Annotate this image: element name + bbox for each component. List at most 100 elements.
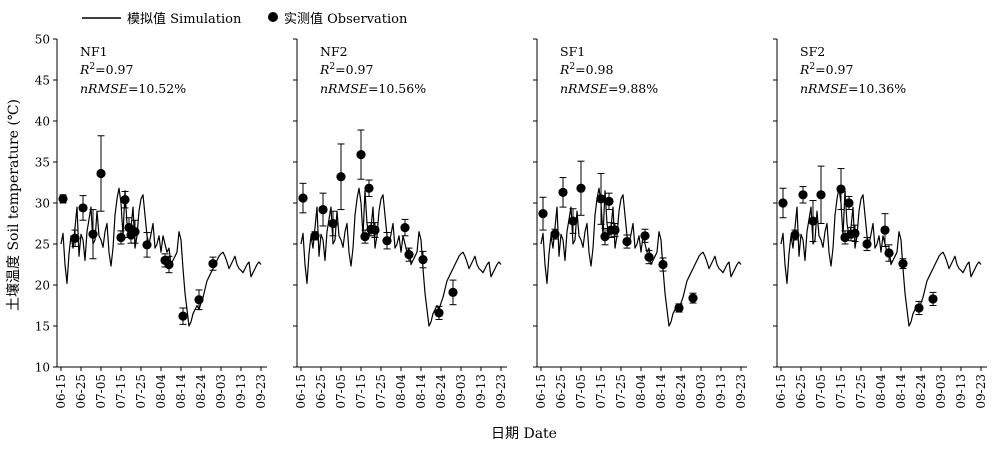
x-tick-label: 09-13 [954,374,968,409]
x-tick-label: 08-24 [194,374,208,409]
x-tick-label: 09-13 [474,374,488,409]
x-tick-label: 09-23 [494,374,508,409]
observation-point [318,204,328,215]
x-tick-label: 07-25 [134,374,148,409]
observation-point [558,187,568,197]
x-tick-label: 08-24 [434,374,448,409]
observation-point [88,229,98,239]
x-tick-label: 06-15 [54,374,68,409]
y-tick-label: 10 [35,361,50,375]
simulation-series-line [780,187,982,327]
observation-point [404,250,414,260]
x-tick-label: 08-24 [914,374,928,409]
observation-point [58,194,68,204]
observation-point [382,236,392,246]
observation-point [674,303,684,313]
panel-nf2: 06-15 06-25 07-05 07-15 07-25 08-04 08-14 08-24… [293,38,508,409]
observation-point [640,231,650,241]
simulation-series-line [300,187,502,327]
observation-point [434,308,444,318]
observation-point [70,233,80,243]
observation-point [880,225,890,235]
observation-point [78,203,88,213]
observation-point [310,231,320,241]
x-tick-label: 07-25 [854,374,868,409]
observation-point [844,198,854,208]
observation-point [850,228,860,238]
nrmse-label: nRMSE=10.52% [80,81,186,96]
panel-sf2: 06-15 06-25 07-05 07-15 07-25 08-04 08-14 08-24… [773,38,988,409]
r-squared-label: R2=0.97 [799,62,854,77]
x-tick-label: 07-05 [574,374,588,409]
x-tick-label: 08-14 [654,374,668,409]
observation-point [600,232,610,242]
x-tick-label: 07-15 [594,374,608,409]
observation-point [914,303,924,313]
observation-point [364,183,374,193]
x-tick-label: 09-03 [214,374,228,409]
y-tick-label: 50 [35,33,50,47]
observation-point [130,227,140,237]
observation-point [356,150,366,160]
panel-title: NF2 [320,44,348,59]
y-tick-label: 40 [35,115,50,129]
x-tick-label: 06-25 [314,374,328,409]
r-squared-label: R2=0.98 [559,62,614,77]
y-tick-label: 15 [35,320,50,334]
panel-title: SF2 [800,44,825,59]
r-squared-label: R2=0.97 [319,62,374,77]
panel-nf1: 10 15 20 25 30 35 40 45 50 06-15 06-25 07-05 07-15 07… [35,33,268,409]
x-tick-label: 08-04 [394,374,408,409]
observation-point [688,293,698,303]
observation-point [208,259,218,269]
legend-observation-label: 实测值 Observation [284,11,408,27]
x-tick-label: 08-14 [174,374,188,409]
observation-point [884,248,894,258]
observation-point [622,236,632,247]
x-tick-label: 07-15 [354,374,368,409]
x-tick-label: 09-03 [454,374,468,409]
x-tick-label: 09-13 [234,374,248,409]
observation-point [178,311,188,321]
observation-point [644,252,654,262]
observation-point [568,216,578,226]
observation-point [336,172,346,182]
x-tick-label: 08-04 [634,374,648,409]
observation-point [116,232,126,243]
x-tick-label: 06-15 [774,374,788,409]
x-tick-label: 07-15 [114,374,128,409]
x-tick-label: 08-14 [894,374,908,409]
observation-point [604,196,614,206]
x-tick-label: 07-15 [834,374,848,409]
y-tick-label: 25 [35,238,50,252]
y-tick-label: 30 [35,197,50,211]
x-tick-label: 07-05 [94,374,108,409]
x-tick-label: 08-04 [154,374,168,409]
observation-point [370,225,380,235]
nrmse-label: nRMSE=10.56% [320,81,426,96]
observation-point [328,218,338,229]
observation-point [576,183,586,193]
legend: 模拟值 Simulation 实测值 Observation [82,11,408,27]
observation-point [862,239,872,249]
y-tick-label: 20 [35,279,50,293]
observation-point [816,190,826,200]
panel-title: NF1 [80,44,108,59]
observation-point [400,223,410,233]
legend-observation-marker [268,12,278,22]
x-tick-label: 09-23 [254,374,268,409]
y-tick-label: 35 [35,156,50,170]
observation-point [194,295,204,305]
x-tick-label: 06-15 [534,374,548,409]
simulation-series-line [540,187,742,327]
x-tick-label: 09-13 [714,374,728,409]
x-tick-label: 08-14 [414,374,428,409]
x-tick-label: 07-25 [374,374,388,409]
x-tick-label: 08-04 [874,374,888,409]
observation-point [658,259,668,270]
x-tick-label: 06-25 [74,374,88,409]
observation-point [298,193,308,203]
observation-point [790,230,800,240]
x-tick-label: 09-03 [934,374,948,409]
